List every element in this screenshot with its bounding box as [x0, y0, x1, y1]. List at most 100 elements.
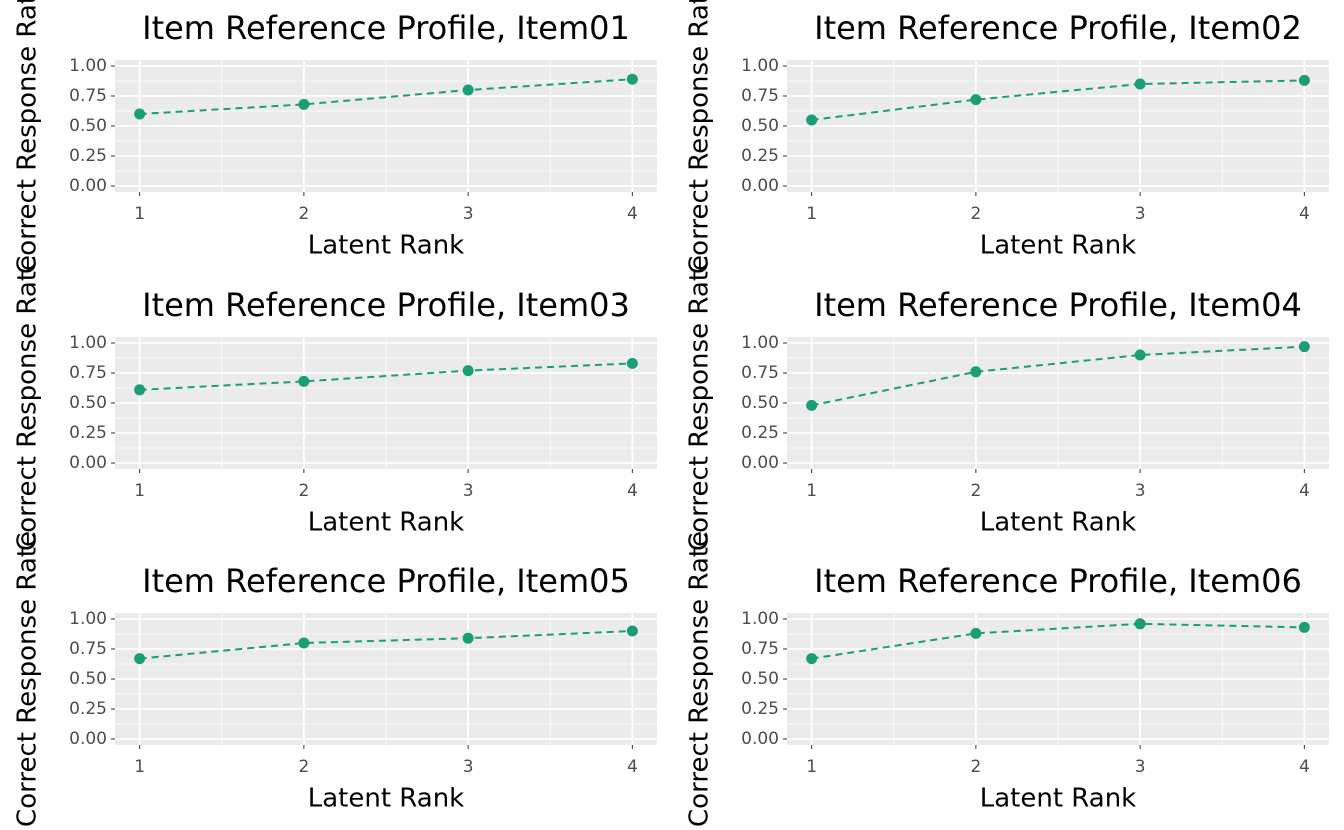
- x-tick-label: 4: [1299, 757, 1310, 777]
- y-tick-label: 0.25: [69, 699, 107, 719]
- y-tick-label: 1.00: [741, 609, 779, 629]
- x-tick-label: 2: [298, 757, 309, 777]
- x-tick-label: 2: [298, 204, 309, 224]
- x-tick-label: 3: [1135, 481, 1146, 501]
- y-axis-label: Correct Response Rate: [13, 531, 43, 827]
- x-axis-label: Latent Rank: [308, 231, 465, 261]
- x-tick-label: 2: [970, 204, 981, 224]
- y-tick-label: 0.00: [741, 176, 779, 196]
- x-tick-label: 3: [463, 204, 474, 224]
- x-tick-label: 4: [1299, 481, 1310, 501]
- x-tick-label: 1: [134, 481, 145, 501]
- y-axis-label: Correct Response Rate: [685, 0, 715, 274]
- data-point: [1134, 349, 1146, 361]
- data-point: [462, 84, 474, 96]
- panel: 0.00 0.25 0.50 0.75 1.00 1 2 3 4 Item Reference P…: [13, 255, 657, 551]
- series-line: [811, 345, 1305, 407]
- x-tick-label: 1: [134, 757, 145, 777]
- y-tick-label: 1.00: [741, 56, 779, 76]
- data-point: [298, 375, 310, 387]
- x-tick-label: 1: [806, 481, 817, 501]
- x-tick-label: 2: [970, 481, 981, 501]
- chart-title: Item Reference Profile, Item01: [142, 9, 630, 47]
- data-point: [298, 637, 310, 649]
- y-axis-label: Correct Response Rate: [685, 531, 715, 827]
- y-tick-label: 0.25: [69, 423, 107, 443]
- data-point: [970, 366, 982, 378]
- x-tick-label: 3: [463, 481, 474, 501]
- x-tick-label: 4: [1299, 204, 1310, 224]
- y-tick-label: 0.75: [741, 639, 779, 659]
- y-tick-label: 0.25: [741, 699, 779, 719]
- data-point: [134, 384, 146, 396]
- data-point: [462, 365, 474, 377]
- y-tick-label: 0.75: [69, 363, 107, 383]
- data-point: [970, 94, 982, 106]
- y-tick-label: 0.25: [741, 146, 779, 166]
- x-tick-label: 3: [1135, 757, 1146, 777]
- x-tick-label: 2: [970, 757, 981, 777]
- data-point: [134, 108, 146, 120]
- x-axis-label: Latent Rank: [980, 784, 1137, 814]
- y-tick-label: 0.00: [69, 176, 107, 196]
- y-axis-label: Correct Response Rate: [13, 0, 43, 274]
- data-point: [806, 653, 818, 665]
- y-axis-label: Correct Response Rate: [13, 255, 43, 551]
- data-point: [626, 357, 638, 369]
- chart-title: Item Reference Profile, Item04: [814, 286, 1302, 324]
- x-axis-label: Latent Rank: [980, 508, 1137, 538]
- y-tick-label: 0.50: [741, 669, 779, 689]
- data-point: [626, 625, 638, 637]
- x-tick-label: 4: [627, 204, 638, 224]
- y-tick-label: 0.00: [69, 453, 107, 473]
- y-tick-label: 0.25: [741, 423, 779, 443]
- y-axis-label: Correct Response Rate: [685, 255, 715, 551]
- data-point: [806, 114, 818, 126]
- data-point: [970, 627, 982, 639]
- chart-title: Item Reference Profile, Item02: [814, 9, 1302, 47]
- data-point: [1134, 618, 1146, 630]
- y-tick-label: 1.00: [69, 609, 107, 629]
- y-tick-label: 1.00: [69, 56, 107, 76]
- x-axis-label: Latent Rank: [308, 508, 465, 538]
- panel: 0.00 0.25 0.50 0.75 1.00 1 2 3 4 Item Reference P…: [685, 0, 1329, 274]
- chart-title: Item Reference Profile, Item06: [814, 562, 1302, 600]
- chart-title: Item Reference Profile, Item05: [142, 562, 630, 600]
- y-tick-label: 0.00: [69, 729, 107, 749]
- y-tick-label: 0.50: [69, 393, 107, 413]
- x-tick-label: 4: [627, 481, 638, 501]
- y-tick-label: 1.00: [741, 333, 779, 353]
- x-axis-label: Latent Rank: [980, 231, 1137, 261]
- data-point: [1298, 341, 1310, 353]
- y-tick-label: 0.75: [741, 86, 779, 106]
- data-point: [1134, 78, 1146, 90]
- y-tick-label: 0.50: [741, 116, 779, 136]
- y-tick-label: 0.75: [69, 639, 107, 659]
- x-tick-label: 2: [298, 481, 309, 501]
- data-point: [462, 632, 474, 644]
- series-line: [139, 78, 633, 115]
- y-tick-label: 0.50: [69, 116, 107, 136]
- x-axis-label: Latent Rank: [308, 784, 465, 814]
- y-tick-label: 0.75: [69, 86, 107, 106]
- y-tick-label: 0.00: [741, 729, 779, 749]
- x-tick-label: 4: [627, 757, 638, 777]
- panel: 0.00 0.25 0.50 0.75 1.00 1 2 3 4 Item Reference P…: [685, 255, 1329, 551]
- y-tick-label: 0.50: [741, 393, 779, 413]
- series-line: [139, 630, 633, 660]
- x-tick-label: 3: [463, 757, 474, 777]
- x-tick-label: 1: [806, 204, 817, 224]
- series-line: [811, 622, 1305, 660]
- data-point: [134, 653, 146, 665]
- series-line: [139, 362, 633, 391]
- data-point: [806, 399, 818, 411]
- x-tick-label: 3: [1135, 204, 1146, 224]
- panel: 0.00 0.25 0.50 0.75 1.00 1 2 3 4 Item Reference P…: [685, 531, 1329, 827]
- series-line: [811, 79, 1305, 121]
- y-tick-label: 0.00: [741, 453, 779, 473]
- panel: 0.00 0.25 0.50 0.75 1.00 1 2 3 4 Item Reference P…: [13, 0, 657, 274]
- chart-title: Item Reference Profile, Item03: [142, 286, 630, 324]
- y-tick-label: 0.50: [69, 669, 107, 689]
